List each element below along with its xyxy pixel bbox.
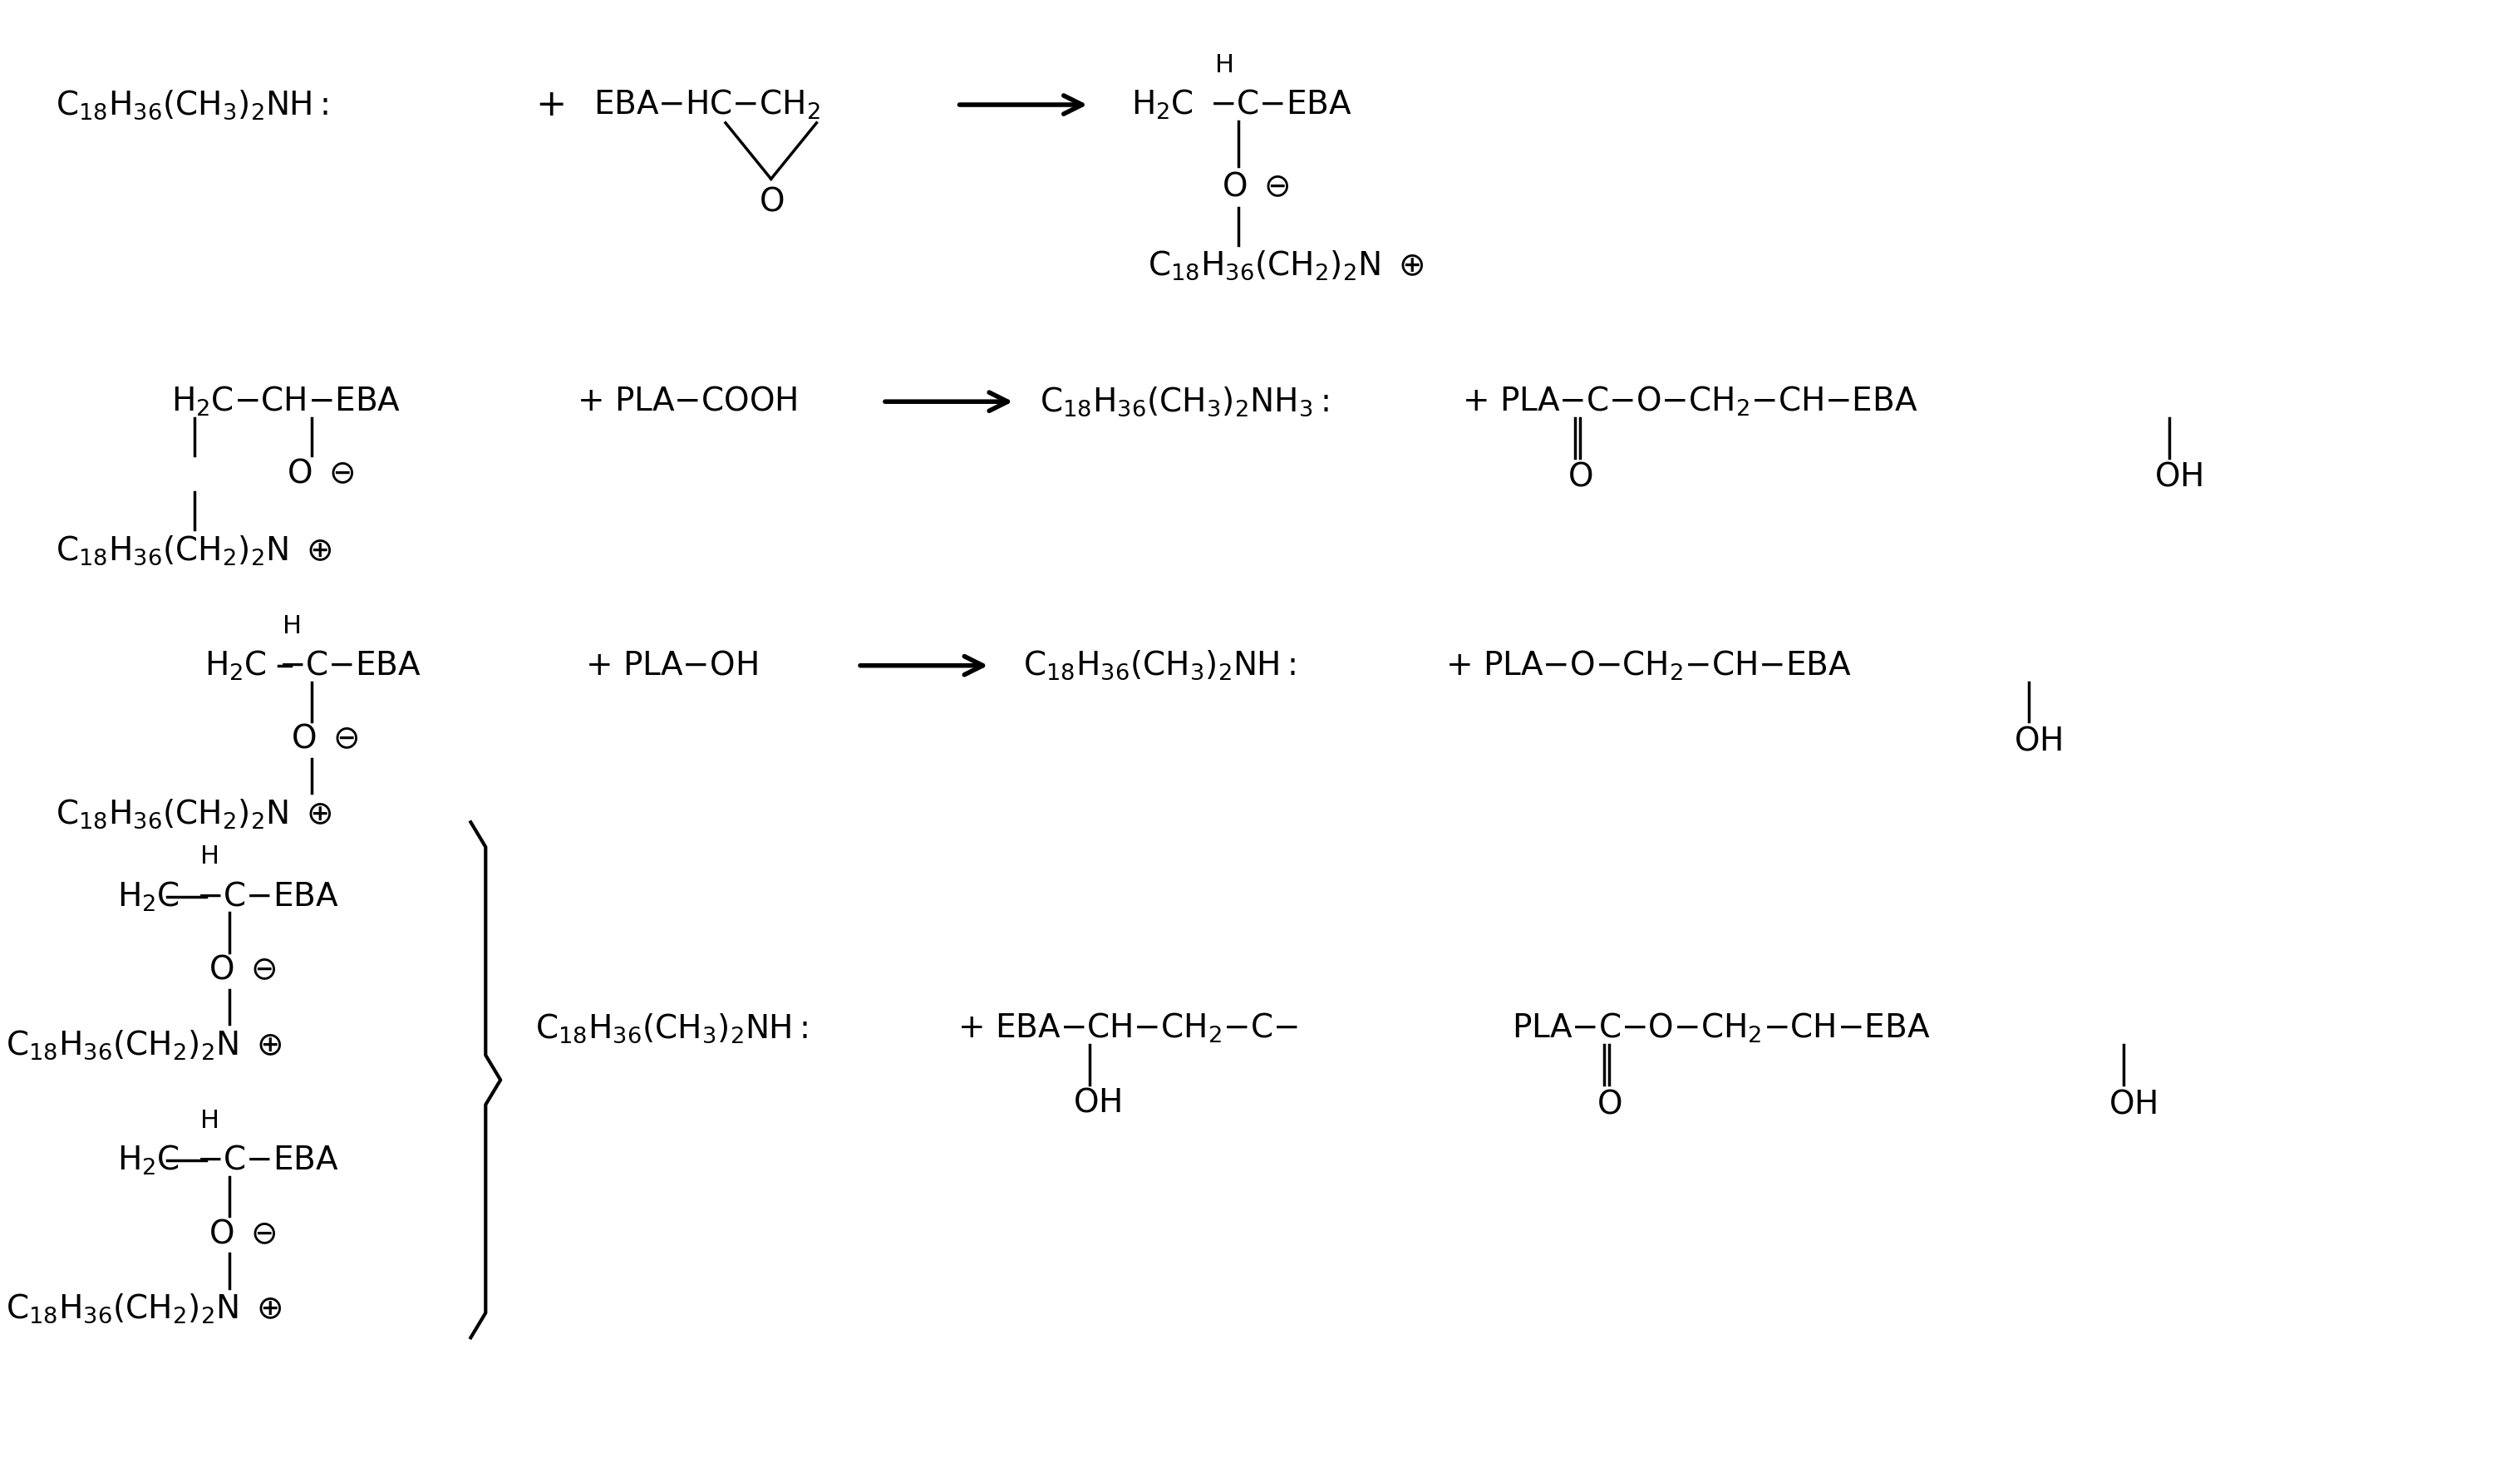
Text: $\mathrm{O\ \ominus}$: $\mathrm{O\ \ominus}$ <box>292 724 360 755</box>
Text: $\mathrm{+\ PLA{-}COOH}$: $\mathrm{+\ PLA{-}COOH}$ <box>577 387 796 417</box>
Text: $\mathrm{C_{18}H_{36}(CH_2)_2N\ \oplus}$: $\mathrm{C_{18}H_{36}(CH_2)_2N\ \oplus}$ <box>5 1028 282 1062</box>
Text: $\mathrm{O\ \ominus}$: $\mathrm{O\ \ominus}$ <box>209 956 277 987</box>
Text: $\mathrm{{-}C{-}EBA}$: $\mathrm{{-}C{-}EBA}$ <box>197 1145 338 1176</box>
Text: $\mathrm{O}$: $\mathrm{O}$ <box>759 186 784 217</box>
Text: $\mathrm{H_2C}$: $\mathrm{H_2C}$ <box>118 880 179 913</box>
Text: $\mathrm{O}$: $\mathrm{O}$ <box>1598 1089 1623 1120</box>
Text: $\mathrm{H_2C}$: $\mathrm{H_2C}$ <box>1131 89 1194 121</box>
Text: $\mathrm{C_{18}H_{36}(CH_2)_2N\ \oplus}$: $\mathrm{C_{18}H_{36}(CH_2)_2N\ \oplus}$ <box>55 798 333 830</box>
Text: $\mathrm{+\ PLA{-}C{-}O{-}CH_2{-}CH{-}EBA}$: $\mathrm{+\ PLA{-}C{-}O{-}CH_2{-}CH{-}EB… <box>1462 385 1918 418</box>
Text: $\mathrm{O\ \ominus}$: $\mathrm{O\ \ominus}$ <box>1222 171 1290 202</box>
Text: $\mathrm{C_{18}H_{36}(CH_3)_2NH_3{:}}$: $\mathrm{C_{18}H_{36}(CH_3)_2NH_3{:}}$ <box>1041 385 1328 418</box>
Text: $\mathrm{+\ PLA{-}OH}$: $\mathrm{+\ PLA{-}OH}$ <box>585 650 759 681</box>
Text: $\mathrm{C_{18}H_{36}(CH_3)_2NH{:}}$: $\mathrm{C_{18}H_{36}(CH_3)_2NH{:}}$ <box>1023 648 1295 682</box>
Text: $\mathrm{H_2C{-}CH{-}EBA}$: $\mathrm{H_2C{-}CH{-}EBA}$ <box>171 385 401 418</box>
Text: $\mathrm{+\ PLA{-}O{-}CH_2{-}CH{-}EBA}$: $\mathrm{+\ PLA{-}O{-}CH_2{-}CH{-}EBA}$ <box>1446 648 1852 682</box>
Text: $\mathrm{C_{18}H_{36}(CH_3)_2NH{:}}$: $\mathrm{C_{18}H_{36}(CH_3)_2NH{:}}$ <box>55 89 328 121</box>
Text: $\mathrm{{-}C{-}EBA}$: $\mathrm{{-}C{-}EBA}$ <box>280 650 421 681</box>
Text: $\mathrm{OH}$: $\mathrm{OH}$ <box>2109 1089 2157 1120</box>
Text: $\mathrm{OH}$: $\mathrm{OH}$ <box>2155 462 2202 493</box>
Text: $\mathrm{{-}C{-}EBA}$: $\mathrm{{-}C{-}EBA}$ <box>1210 89 1353 120</box>
Text: $\mathrm{O\ \ominus}$: $\mathrm{O\ \ominus}$ <box>287 459 355 489</box>
Text: $\mathrm{O\ \ominus}$: $\mathrm{O\ \ominus}$ <box>209 1219 277 1250</box>
Text: $\mathrm{+}$: $\mathrm{+}$ <box>534 87 564 123</box>
Text: $\mathrm{O}$: $\mathrm{O}$ <box>1567 462 1593 493</box>
Text: $\mathrm{H}$: $\mathrm{H}$ <box>199 1108 217 1134</box>
Text: $\mathrm{{-}C{-}EBA}$: $\mathrm{{-}C{-}EBA}$ <box>197 882 338 911</box>
Text: $\mathrm{H_2C}$: $\mathrm{H_2C}$ <box>204 648 267 682</box>
Text: $\mathrm{PLA{-}C{-}O{-}CH_2{-}CH{-}EBA}$: $\mathrm{PLA{-}C{-}O{-}CH_2{-}CH{-}EBA}$ <box>1512 1012 1930 1046</box>
Text: $\mathrm{C_{18}H_{36}(CH_3)_2NH{:}}$: $\mathrm{C_{18}H_{36}(CH_3)_2NH{:}}$ <box>534 1012 806 1044</box>
Text: $\mathrm{OH}$: $\mathrm{OH}$ <box>1074 1087 1121 1118</box>
Text: $\mathrm{H}$: $\mathrm{H}$ <box>199 843 217 870</box>
Text: $\mathrm{C_{18}H_{36}(CH_2)_2N\ \oplus}$: $\mathrm{C_{18}H_{36}(CH_2)_2N\ \oplus}$ <box>5 1292 282 1325</box>
Text: $\mathrm{H_2C}$: $\mathrm{H_2C}$ <box>118 1143 179 1177</box>
Text: $\mathrm{EBA{-}HC{-}CH_2}$: $\mathrm{EBA{-}HC{-}CH_2}$ <box>592 89 819 121</box>
Text: $\mathrm{H}$: $\mathrm{H}$ <box>282 613 300 640</box>
Text: $\mathrm{C_{18}H_{36}(CH_2)_2N\ \oplus}$: $\mathrm{C_{18}H_{36}(CH_2)_2N\ \oplus}$ <box>55 533 333 567</box>
Text: $\mathrm{OH}$: $\mathrm{OH}$ <box>2013 727 2061 756</box>
Text: $\mathrm{C_{18}H_{36}(CH_2)_2N\ \oplus}$: $\mathrm{C_{18}H_{36}(CH_2)_2N\ \oplus}$ <box>1147 250 1424 282</box>
Text: $\mathrm{+\ EBA{-}CH{-}CH_2{-}C{-}}$: $\mathrm{+\ EBA{-}CH{-}CH_2{-}C{-}}$ <box>958 1012 1298 1046</box>
Text: $\mathrm{H}$: $\mathrm{H}$ <box>1215 52 1232 78</box>
